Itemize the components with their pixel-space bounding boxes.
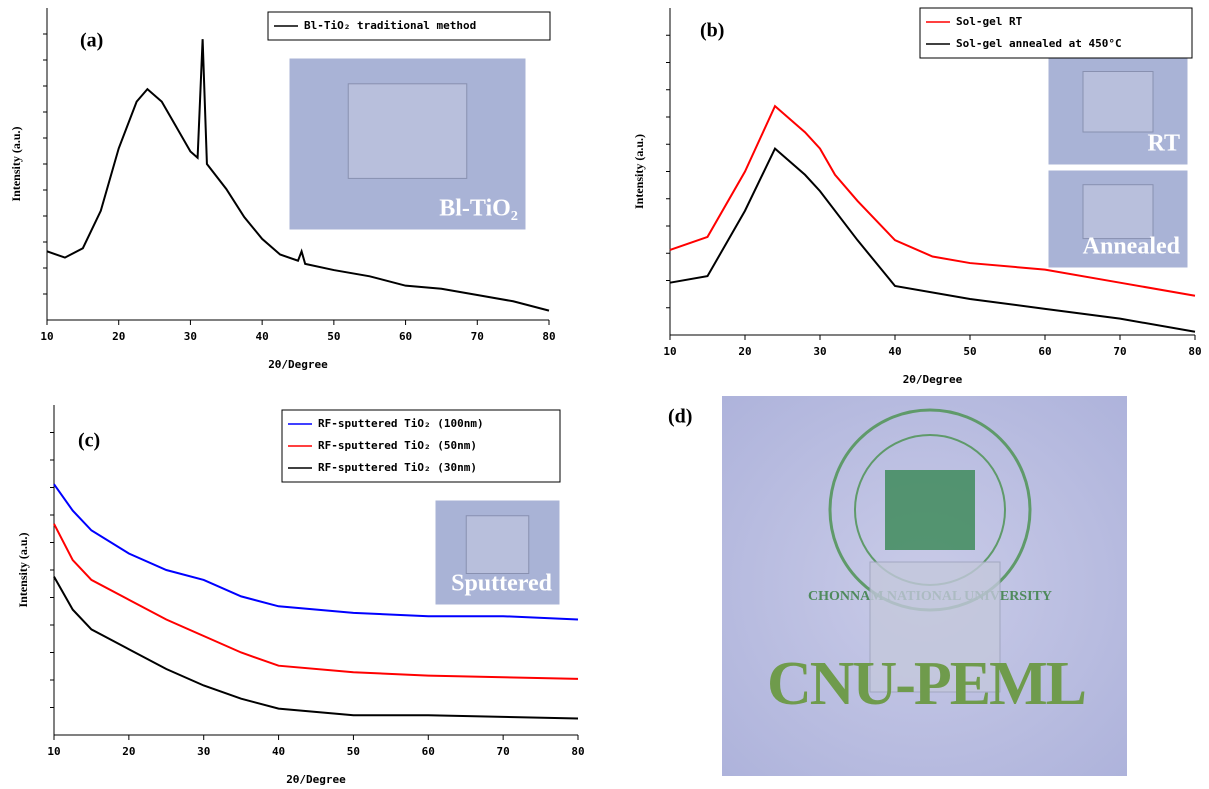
x-axis-title: 2θ/Degree: [268, 358, 328, 371]
data-line: [53, 483, 579, 621]
x-tick-label: 60: [422, 745, 435, 758]
x-tick-label: 30: [184, 330, 197, 343]
legend-label: RF-sputtered TiO₂ (30nm): [318, 461, 477, 474]
x-tick-label: 10: [40, 330, 53, 343]
x-tick-label: 80: [571, 745, 584, 758]
x-tick-label: 70: [471, 330, 484, 343]
x-tick-label: 40: [888, 345, 901, 358]
seal-emblem: [885, 470, 975, 550]
panel-label: (b): [700, 20, 724, 42]
legend-label: RF-sputtered TiO₂ (100nm): [318, 417, 484, 430]
glass-sample: [1082, 71, 1154, 133]
data-line: [53, 523, 579, 680]
y-axis-title: Intensity (a.u.): [9, 126, 23, 201]
y-axis-title: Intensity (a.u.): [16, 532, 30, 607]
legend-frame: [281, 409, 561, 483]
glass-sample: [347, 83, 468, 179]
x-tick-label: 60: [1038, 345, 1051, 358]
panel-label: (d): [668, 406, 692, 428]
x-tick-label: 80: [542, 330, 555, 343]
data-line: [669, 104, 1196, 297]
legend-label: Sol-gel RT: [956, 15, 1023, 28]
y-axis-title: Intensity (a.u.): [632, 134, 646, 209]
legend-frame: [267, 11, 551, 41]
legend-label: RF-sputtered TiO₂ (50nm): [318, 439, 477, 452]
data-line: [53, 576, 579, 720]
x-axis-title: 2θ/Degree: [903, 373, 963, 386]
inset-label: Sputtered: [451, 571, 553, 597]
x-tick-label: 70: [497, 745, 510, 758]
x-tick-label: 10: [47, 745, 60, 758]
glass-sample: [465, 515, 530, 574]
x-tick-label: 20: [122, 745, 135, 758]
panel-label: (c): [78, 430, 100, 452]
x-tick-label: 20: [738, 345, 751, 358]
x-tick-label: 80: [1188, 345, 1201, 358]
x-tick-label: 10: [663, 345, 676, 358]
x-tick-label: 30: [813, 345, 826, 358]
x-tick-label: 40: [256, 330, 269, 343]
x-tick-label: 50: [327, 330, 340, 343]
x-tick-label: 70: [1113, 345, 1126, 358]
inset-label: Bl-TiO₂: [439, 196, 518, 222]
legend-label: Bl-TiO₂ traditional method: [304, 19, 476, 32]
data-line: [46, 39, 550, 312]
legend-label: Sol-gel annealed at 450°C: [956, 37, 1122, 50]
x-tick-label: 60: [399, 330, 412, 343]
glass-sample: [1082, 184, 1154, 240]
x-axis-title: 2θ/Degree: [286, 773, 346, 786]
x-tick-label: 50: [963, 345, 976, 358]
inset-label: RT: [1148, 131, 1181, 157]
x-tick-label: 30: [197, 745, 210, 758]
panel-label: (a): [80, 30, 103, 52]
logo-text: CNU-PEML: [767, 650, 1087, 718]
glass-sample: [869, 561, 1001, 693]
inset-label: Annealed: [1083, 234, 1181, 260]
x-tick-label: 20: [112, 330, 125, 343]
legend-frame: [919, 7, 1193, 59]
x-tick-label: 50: [347, 745, 360, 758]
x-tick-label: 40: [272, 745, 285, 758]
data-line: [669, 146, 1196, 333]
